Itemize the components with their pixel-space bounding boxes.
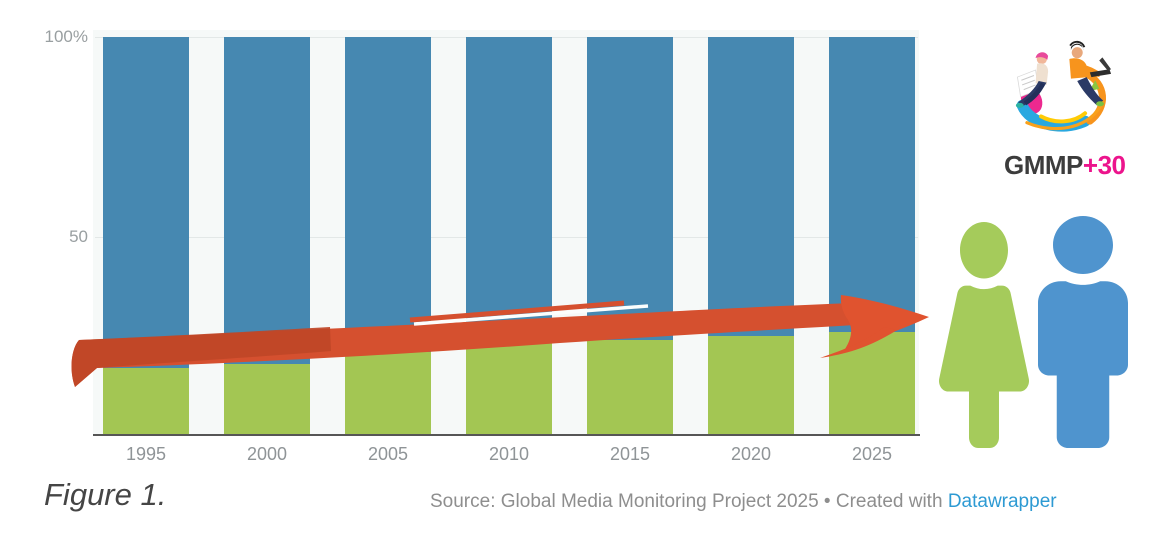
bar-2000[interactable] bbox=[224, 37, 310, 436]
gmmp-logo-text: GMMP+30 bbox=[1004, 150, 1152, 181]
x-axis-line bbox=[93, 434, 920, 436]
source-text: Source: Global Media Monitoring Project … bbox=[430, 491, 948, 512]
y-tick-100: 100% bbox=[44, 27, 88, 46]
bar-1995[interactable] bbox=[103, 37, 189, 436]
segment-women-2010 bbox=[466, 340, 552, 436]
segment-women-2015 bbox=[587, 340, 673, 436]
x-tick-2015: 2015 bbox=[609, 444, 651, 464]
x-tick-2025: 2025 bbox=[851, 444, 893, 464]
segment-women-2005 bbox=[345, 352, 431, 436]
woman-icon bbox=[938, 222, 1030, 448]
x-tick-1995: 1995 bbox=[125, 444, 167, 464]
logo-yellow-swoosh bbox=[1039, 111, 1088, 124]
source-line: Source: Global Media Monitoring Project … bbox=[430, 491, 1057, 513]
segment-men-2000 bbox=[224, 37, 310, 365]
man-icon bbox=[1038, 216, 1128, 448]
segment-women-2025 bbox=[829, 332, 915, 436]
y-tick-50: 50 bbox=[69, 227, 88, 246]
x-tick-2000: 2000 bbox=[246, 444, 288, 464]
bar-2025[interactable] bbox=[829, 37, 915, 436]
segment-men-2010 bbox=[466, 37, 552, 341]
figure-caption: Figure 1. bbox=[44, 477, 167, 512]
bar-2015[interactable] bbox=[587, 37, 673, 436]
bar-2005[interactable] bbox=[345, 37, 431, 436]
segment-women-2000 bbox=[224, 364, 310, 436]
x-tick-2020: 2020 bbox=[730, 444, 772, 464]
segment-women-1995 bbox=[103, 368, 189, 436]
x-tick-2005: 2005 bbox=[367, 444, 409, 464]
segment-men-1995 bbox=[103, 37, 189, 369]
logo-figure-laptop bbox=[1069, 40, 1112, 107]
gmmp-logo: GMMP+30 bbox=[1000, 14, 1152, 181]
segment-men-2020 bbox=[708, 37, 794, 337]
bar-2020[interactable] bbox=[708, 37, 794, 436]
segment-men-2015 bbox=[587, 37, 673, 341]
gender-pictograms bbox=[938, 216, 1128, 448]
x-tick-2010: 2010 bbox=[488, 444, 530, 464]
bars bbox=[103, 37, 915, 436]
logo-figure-reader bbox=[1015, 52, 1049, 108]
gmmp-logo-graphic bbox=[1015, 40, 1112, 132]
segment-women-2020 bbox=[708, 336, 794, 436]
datawrapper-link[interactable]: Datawrapper bbox=[947, 491, 1057, 512]
segment-men-2005 bbox=[345, 37, 431, 353]
bar-2010[interactable] bbox=[466, 37, 552, 436]
gmmp-logo-suffix: +30 bbox=[1082, 150, 1126, 180]
segment-men-2025 bbox=[829, 37, 915, 333]
gmmp-logo-main: GMMP bbox=[1004, 150, 1083, 180]
